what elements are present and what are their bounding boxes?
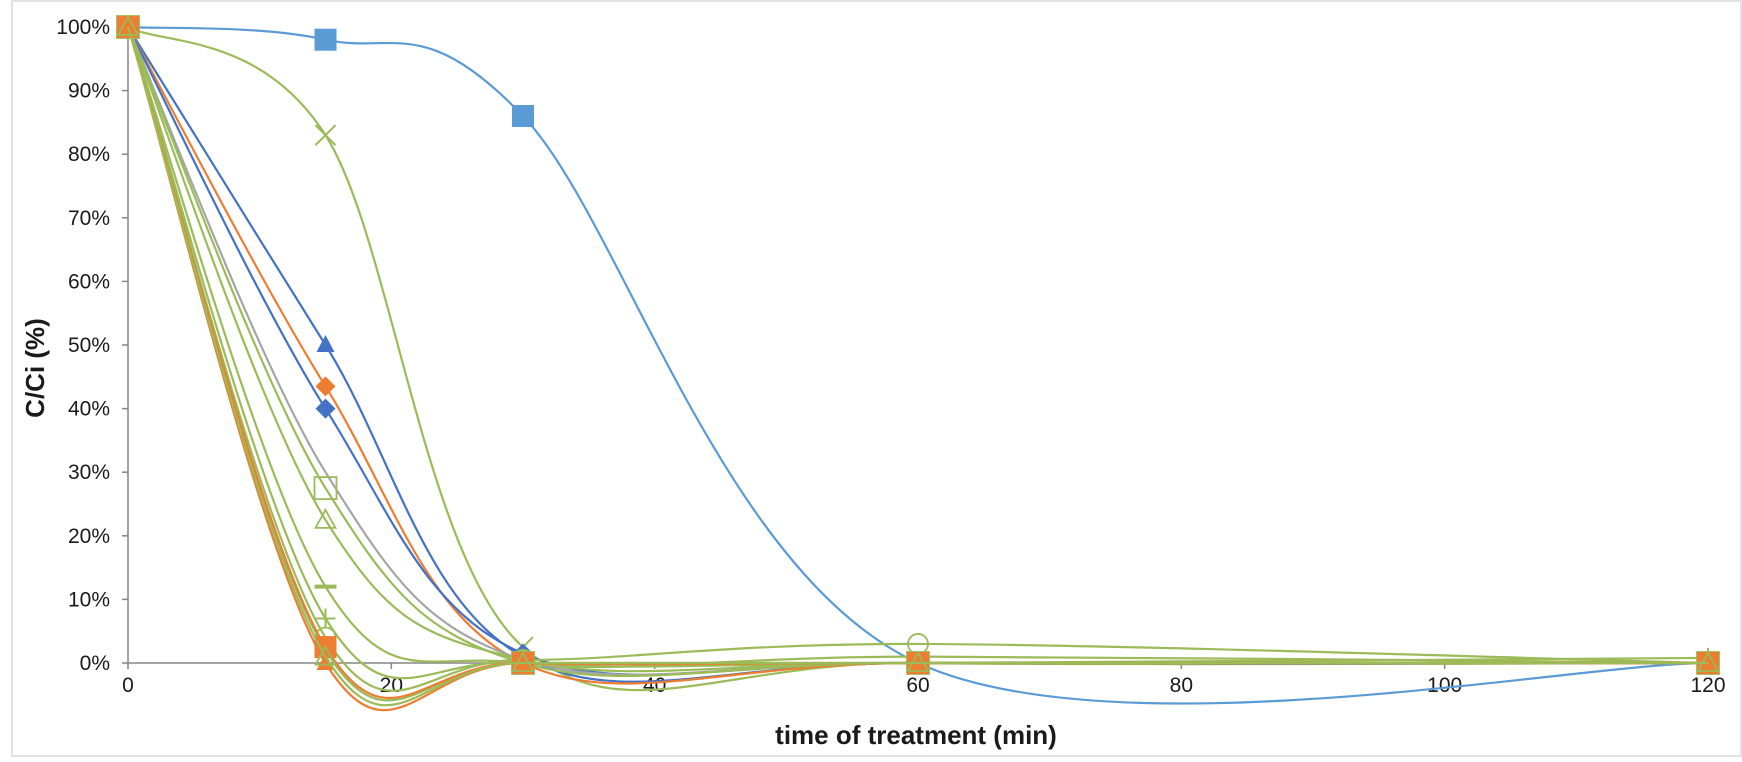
series-line xyxy=(126,26,1708,707)
x-tick-label: 120 xyxy=(1690,674,1725,697)
y-tick-label: 50% xyxy=(68,334,110,357)
y-tick-label: 60% xyxy=(68,270,110,293)
data-point xyxy=(514,653,532,670)
series-layer xyxy=(116,15,1720,712)
data-point xyxy=(512,105,534,128)
y-tick-label: 40% xyxy=(68,398,110,421)
x-tick-label: 60 xyxy=(906,674,929,697)
data-point xyxy=(116,15,140,36)
data-point xyxy=(909,653,927,670)
series-15 xyxy=(116,15,1720,707)
data-point xyxy=(316,653,335,670)
y-tick-label: 70% xyxy=(68,207,110,230)
y-tick-label: 90% xyxy=(68,80,110,103)
data-point xyxy=(314,124,337,146)
y-tick-label: 30% xyxy=(68,461,110,484)
data-point xyxy=(315,608,336,629)
data-point xyxy=(315,376,336,397)
data-point xyxy=(313,508,338,529)
data-point xyxy=(1696,651,1720,672)
y-tick-label: 100% xyxy=(56,16,110,39)
data-point xyxy=(119,17,137,34)
data-point xyxy=(906,651,930,672)
data-point xyxy=(314,28,337,51)
data-point xyxy=(511,651,535,672)
x-tick-label: 100 xyxy=(1427,674,1462,697)
x-tick-label: 40 xyxy=(643,674,666,697)
series-line xyxy=(126,26,1709,692)
data-point xyxy=(1699,653,1717,670)
x-tick-label: 0 xyxy=(122,674,134,697)
y-tick-label: 20% xyxy=(68,525,110,548)
data-point xyxy=(315,398,336,419)
data-point xyxy=(313,644,338,666)
x-axis-title: time of treatment (min) xyxy=(775,720,1057,750)
chart-border xyxy=(11,0,1742,757)
y-tick-label: 80% xyxy=(68,143,110,166)
x-tick-label: 80 xyxy=(1170,674,1193,697)
axes: 0%10%20%30%40%50%60%70%80%90%100%0 20 40 60… xyxy=(56,16,1725,697)
y-axis-title: C/Ci (%) xyxy=(20,318,50,418)
y-tick-label: 10% xyxy=(68,588,110,611)
data-point xyxy=(313,476,338,501)
data-point xyxy=(316,335,335,352)
y-tick-label: 0% xyxy=(80,652,110,675)
